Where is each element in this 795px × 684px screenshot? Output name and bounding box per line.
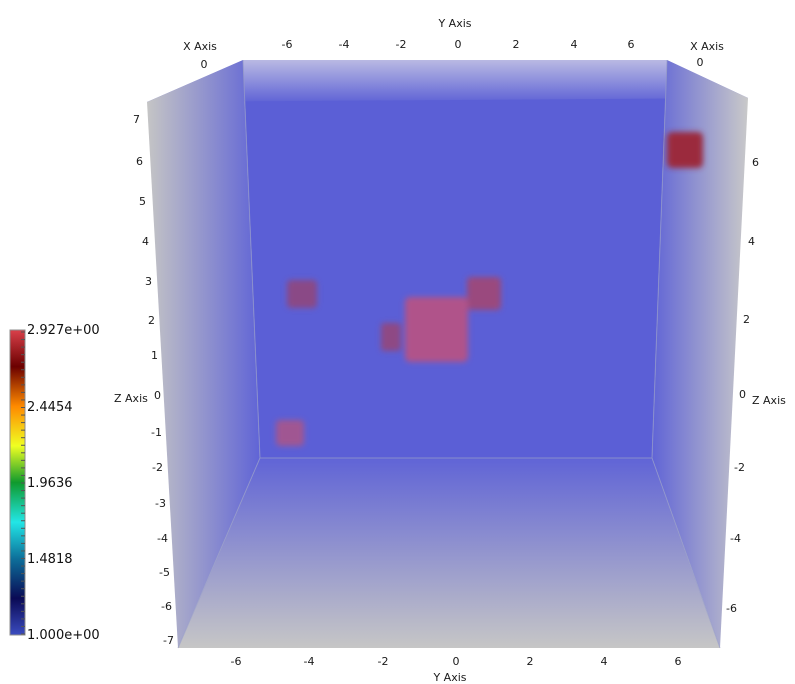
tick-label: -2 xyxy=(378,655,389,668)
tick-label: -5 xyxy=(159,566,170,579)
top-left-x-axis: X Axis 0 xyxy=(183,40,217,71)
tick-label: 2 xyxy=(148,314,155,327)
tick-label: 6 xyxy=(628,38,635,51)
volume-back-face xyxy=(243,60,667,458)
tick-label: -3 xyxy=(155,497,166,510)
axis-title: Y Axis xyxy=(432,671,466,684)
volume-floor-face xyxy=(178,458,720,648)
right-z-axis: Z Axis 6 4 2 0 -2 -4 -6 xyxy=(726,156,786,615)
tick-label: 4 xyxy=(142,235,149,248)
tick-label: 1 xyxy=(151,349,158,362)
tick-label: 2 xyxy=(527,655,534,668)
colorbar-min-label: 1.000e+00 xyxy=(27,628,100,643)
colorbar-ticks xyxy=(21,331,25,635)
data-block xyxy=(287,280,317,308)
tick-label: 7 xyxy=(133,113,140,126)
top-y-axis: Y Axis -6 -4 -2 0 2 4 6 xyxy=(282,17,635,51)
colorbar-max-label: 2.927e+00 xyxy=(27,323,100,338)
volume-left-face xyxy=(147,60,260,648)
tick-label: -6 xyxy=(282,38,293,51)
tick-label: 6 xyxy=(752,156,759,169)
colorbar-legend: 2.927e+00 2.4454 1.9636 1.4818 1.000e+00 xyxy=(9,323,100,643)
tick-label: 5 xyxy=(139,195,146,208)
tick-label: 4 xyxy=(571,38,578,51)
data-blocks xyxy=(276,132,703,446)
tick-label: 6 xyxy=(136,155,143,168)
top-right-x-axis: X Axis 0 xyxy=(690,40,724,69)
volume-top-face xyxy=(147,60,748,102)
tick-label: 0 xyxy=(697,56,704,69)
data-block xyxy=(467,277,501,310)
colorbar-label: 1.4818 xyxy=(27,552,73,567)
tick-label: -2 xyxy=(734,461,745,474)
tick-label: -4 xyxy=(304,655,315,668)
axis-title: Y Axis xyxy=(437,17,471,30)
tick-label: 0 xyxy=(154,389,161,402)
tick-label: 0 xyxy=(739,388,746,401)
tick-label: 2 xyxy=(743,313,750,326)
tick-label: -7 xyxy=(163,634,174,647)
axis-title: X Axis xyxy=(183,40,217,53)
tick-label: -1 xyxy=(151,426,162,439)
tick-label: -4 xyxy=(339,38,350,51)
data-block xyxy=(276,420,304,446)
tick-label: -6 xyxy=(726,602,737,615)
data-block xyxy=(405,297,468,362)
tick-label: -6 xyxy=(161,600,172,613)
volume-edges xyxy=(177,59,721,649)
tick-label: 6 xyxy=(675,655,682,668)
tick-label: -2 xyxy=(396,38,407,51)
colorbar-label: 2.4454 xyxy=(27,400,73,415)
colorbar-label: 1.9636 xyxy=(27,476,73,491)
data-block xyxy=(381,323,401,351)
axis-title: X Axis xyxy=(690,40,724,53)
tick-label: -4 xyxy=(157,532,168,545)
tick-label: 3 xyxy=(145,275,152,288)
tick-label: -6 xyxy=(231,655,242,668)
tick-label: 2 xyxy=(513,38,520,51)
tick-label: 0 xyxy=(201,58,208,71)
tick-label: 4 xyxy=(601,655,608,668)
axis-title: Z Axis xyxy=(114,392,148,405)
tick-label: -4 xyxy=(730,532,741,545)
data-block xyxy=(667,132,703,168)
left-z-axis: Z Axis 7 6 5 4 3 2 1 0 -1 -2 -3 -4 -5 -6… xyxy=(114,113,174,647)
tick-label: 0 xyxy=(453,655,460,668)
tick-label: 0 xyxy=(455,38,462,51)
axis-title: Z Axis xyxy=(752,394,786,407)
volume-right-face xyxy=(652,60,748,648)
bottom-y-axis: -6 -4 -2 0 2 4 6 Y Axis xyxy=(231,655,682,684)
tick-label: -2 xyxy=(152,461,163,474)
tick-label: 4 xyxy=(748,235,755,248)
